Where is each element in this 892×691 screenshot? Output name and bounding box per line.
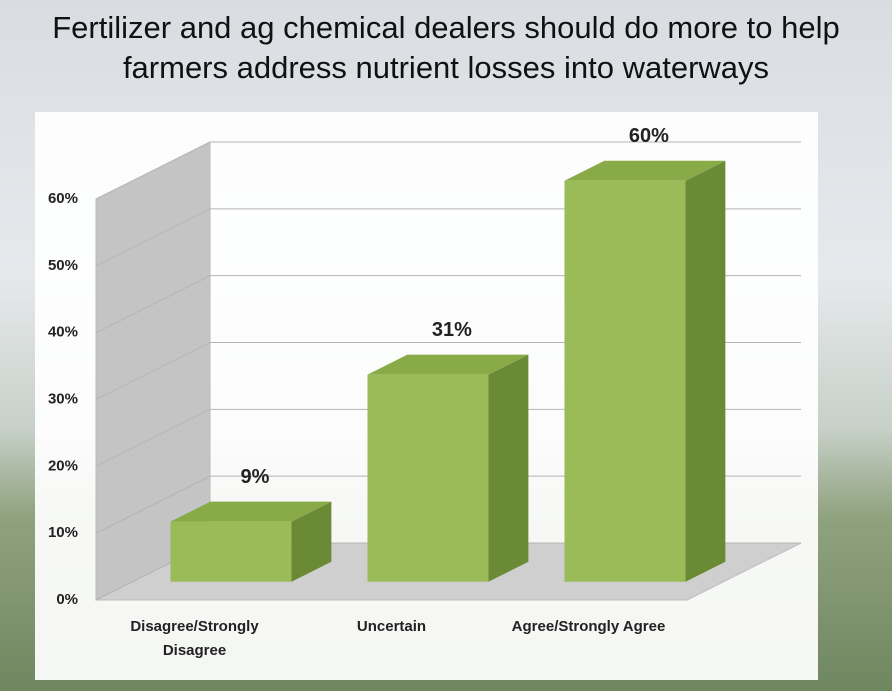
bar <box>170 501 332 582</box>
x-tick-label: Uncertain <box>356 618 427 635</box>
chart-title: Fertilizer and ag chemical dealers shoul… <box>52 10 840 85</box>
y-tick-label: 60% <box>48 190 78 207</box>
bar-top <box>367 354 529 375</box>
value-label: 9% <box>240 466 269 488</box>
bar-side <box>685 160 726 582</box>
x-tick-label: Disagree/Strongly Disagree <box>130 618 259 659</box>
grid-line <box>95 141 801 200</box>
y-tick-label: 40% <box>48 324 78 341</box>
x-tick-label: Agree/Strongly Agree <box>511 618 666 635</box>
bar-top <box>170 501 332 522</box>
y-tick-label: 0% <box>56 591 78 608</box>
y-tick-label: 30% <box>48 390 78 407</box>
bar-front <box>367 374 489 582</box>
value-label: 60% <box>629 125 669 147</box>
bar-side <box>488 354 529 582</box>
bar-front <box>170 521 292 582</box>
y-tick-label: 50% <box>48 257 78 274</box>
bar-side <box>291 501 332 582</box>
bar <box>564 160 726 582</box>
bar <box>367 354 529 582</box>
y-tick-label: 20% <box>48 457 78 474</box>
y-tick-label: 10% <box>48 524 78 541</box>
value-label: 31% <box>432 319 472 341</box>
bar-front <box>564 180 686 582</box>
bar-top <box>564 160 726 181</box>
